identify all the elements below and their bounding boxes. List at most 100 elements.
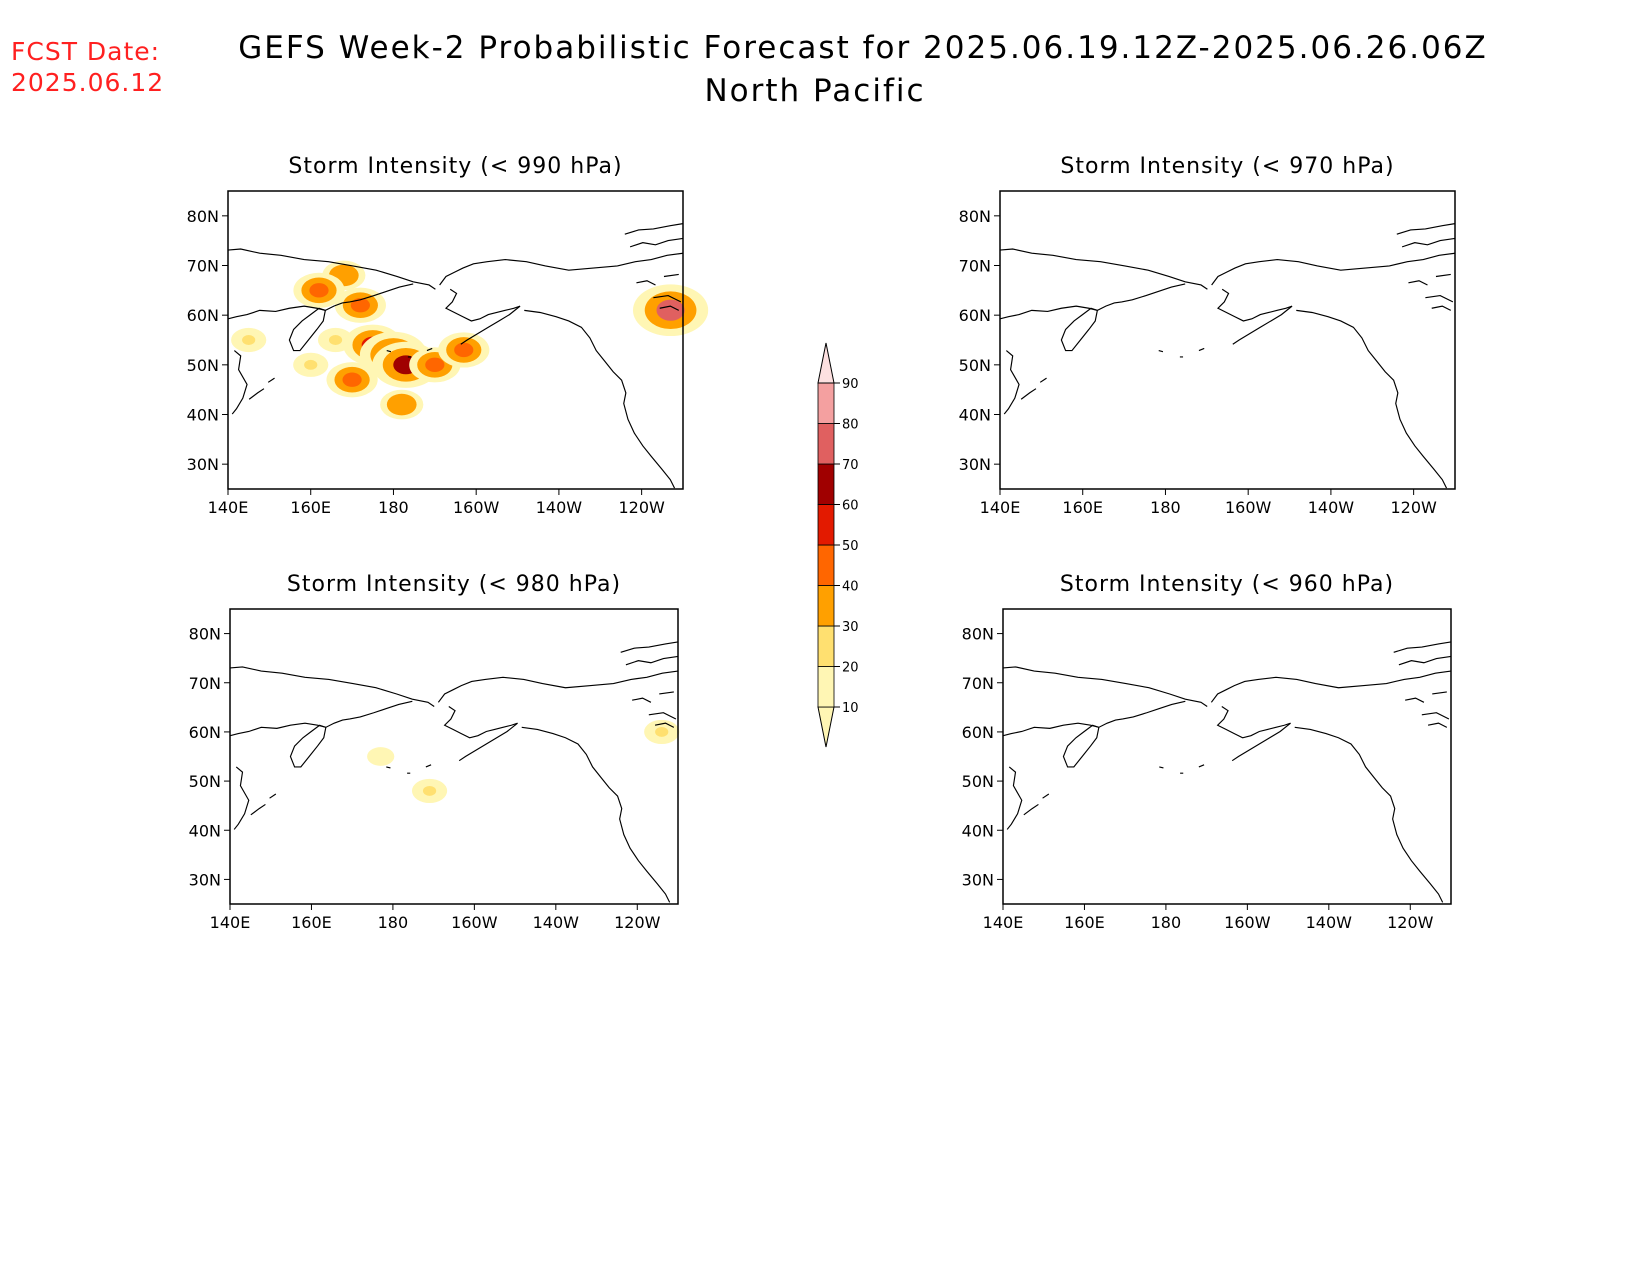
probability-field: [367, 719, 680, 804]
map-panel-p980: Storm Intensity (< 980 hPa) 80N 70N 60N 50N 4…: [189, 572, 680, 932]
lon-label: 160W: [1224, 913, 1271, 932]
probability-cell: [242, 335, 256, 345]
probability-cell: [454, 342, 474, 358]
lat-label: 60N: [959, 306, 991, 325]
lon-label: 140W: [536, 498, 583, 517]
colorbar-segment: [817, 382, 835, 424]
lon-label: 120W: [618, 498, 665, 517]
probability-cell: [350, 298, 370, 313]
probability-cell: [304, 359, 318, 370]
probability-cell: [425, 357, 445, 373]
colorbar-segment: [817, 585, 835, 627]
lat-label: 70N: [187, 257, 219, 276]
colorbar-label: 80: [842, 418, 859, 433]
colorbar-segment: [817, 423, 835, 465]
lon-label: 140W: [1308, 498, 1355, 517]
lat-label: 40N: [189, 821, 221, 840]
colorbar-segment: [817, 544, 835, 586]
colorbar-label: 20: [842, 661, 859, 676]
forecast-date-value: 2025.06.12: [11, 68, 165, 97]
lat-label: 80N: [959, 207, 991, 226]
lon-label: 140E: [983, 913, 1024, 932]
probability-cell: [655, 726, 669, 737]
map-panel-p990: Storm Intensity (< 990 hPa) 80N 70N 60N 50N 4…: [187, 154, 709, 517]
probability-cell: [656, 299, 685, 321]
lat-label: 70N: [962, 674, 994, 693]
lon-label: 120W: [1390, 498, 1437, 517]
lat-label: 60N: [189, 723, 221, 742]
probability-cell: [309, 283, 329, 298]
lon-label: 160W: [453, 498, 500, 517]
lon-label: 120W: [614, 913, 661, 932]
lon-label: 160E: [1062, 498, 1103, 517]
lat-label: 50N: [187, 356, 219, 375]
colorbar-label: 10: [842, 701, 859, 716]
lat-label: 30N: [187, 455, 219, 474]
lat-label: 50N: [189, 772, 221, 791]
lat-label: 70N: [189, 674, 221, 693]
lon-label: 120W: [1387, 913, 1434, 932]
panel-title: Storm Intensity (< 980 hPa): [287, 572, 621, 597]
probability-cell: [335, 269, 352, 282]
probability-cell: [342, 372, 362, 387]
lat-label: 60N: [962, 723, 994, 742]
lat-label: 80N: [189, 625, 221, 644]
lon-label: 140W: [1306, 913, 1353, 932]
map-frame: [227, 190, 684, 490]
lon-label: 180: [378, 913, 409, 932]
forecast-date-label: FCST Date:: [11, 37, 161, 66]
lon-label: 180: [1151, 913, 1182, 932]
lat-label: 60N: [187, 306, 219, 325]
probability-cell: [375, 752, 386, 761]
lon-label: 140E: [210, 913, 251, 932]
map-panel-p960: Storm Intensity (< 960 hPa) 80N 70N 60N 50N 4…: [962, 572, 1452, 932]
lon-label: 140E: [980, 498, 1021, 517]
lat-label: 40N: [962, 821, 994, 840]
lon-label: 140E: [208, 498, 249, 517]
colorbar-label: 90: [842, 377, 859, 392]
lon-label: 140W: [533, 913, 580, 932]
panel-title: Storm Intensity (< 960 hPa): [1060, 572, 1394, 597]
lon-label: 160E: [1064, 913, 1105, 932]
probability-field: [231, 260, 709, 420]
colorbar-segment: [817, 625, 835, 667]
lat-label: 70N: [959, 257, 991, 276]
lon-label: 180: [1150, 498, 1181, 517]
lat-label: 80N: [962, 625, 994, 644]
probability-cell: [422, 785, 437, 796]
colorbar-label: 70: [842, 458, 859, 473]
colorbar-segment: [817, 504, 835, 546]
panel-title: Storm Intensity (< 990 hPa): [288, 154, 622, 179]
map-frame: [229, 608, 679, 905]
lat-label: 40N: [187, 406, 219, 425]
panel-title: Storm Intensity (< 970 hPa): [1060, 154, 1394, 179]
probability-cell: [393, 398, 410, 411]
colorbar: 10 20 30 40 50 60 70 80 90: [817, 342, 859, 748]
colorbar-label: 60: [842, 499, 859, 514]
map-frame: [999, 190, 1456, 490]
lon-label: 160E: [291, 913, 332, 932]
colorbar-label: 50: [842, 539, 859, 554]
lon-label: 160W: [451, 913, 498, 932]
figure-subtitle: North Pacific: [704, 73, 926, 109]
colorbar-arrow-high: [817, 342, 835, 384]
lat-label: 40N: [959, 406, 991, 425]
map-frame: [1002, 608, 1452, 905]
coastline: [1003, 641, 1451, 903]
probability-cell: [328, 335, 343, 345]
colorbar-label: 30: [842, 620, 859, 635]
colorbar-arrow-low: [817, 706, 835, 748]
colorbar-segment: [817, 463, 835, 505]
lat-label: 30N: [962, 870, 994, 889]
colorbar-segment: [817, 666, 835, 708]
lon-label: 180: [378, 498, 409, 517]
coastline: [230, 641, 678, 903]
lat-label: 50N: [962, 772, 994, 791]
lat-label: 80N: [187, 207, 219, 226]
lat-label: 30N: [189, 870, 221, 889]
coastline: [1000, 223, 1455, 489]
colorbar-label: 40: [842, 580, 859, 595]
lon-label: 160E: [290, 498, 331, 517]
figure-title: GEFS Week-2 Probabilistic Forecast for 2…: [238, 30, 1488, 66]
